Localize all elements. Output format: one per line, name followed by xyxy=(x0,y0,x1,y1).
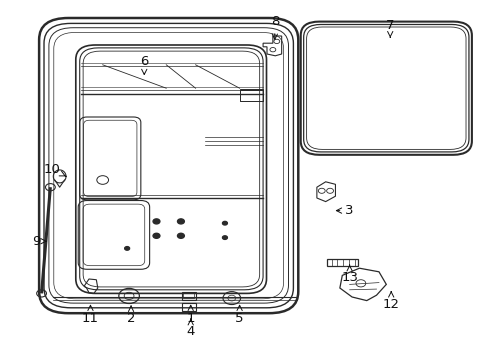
Bar xyxy=(182,292,195,300)
Text: 7: 7 xyxy=(385,19,394,37)
Circle shape xyxy=(177,219,184,224)
Bar xyxy=(239,89,263,101)
Text: 6: 6 xyxy=(140,55,148,75)
Text: 8: 8 xyxy=(270,15,279,39)
Circle shape xyxy=(222,221,227,225)
Text: 2: 2 xyxy=(126,306,135,325)
Bar xyxy=(182,303,195,311)
Text: 3: 3 xyxy=(336,204,353,217)
Text: 12: 12 xyxy=(382,292,399,311)
Text: 4: 4 xyxy=(186,319,195,338)
Text: 13: 13 xyxy=(341,265,357,284)
Text: 5: 5 xyxy=(235,305,244,325)
Text: 11: 11 xyxy=(82,305,99,325)
Circle shape xyxy=(177,233,184,238)
Text: 9: 9 xyxy=(32,235,46,248)
Circle shape xyxy=(222,236,227,239)
Text: 1: 1 xyxy=(186,305,195,325)
Text: 10: 10 xyxy=(43,163,65,176)
Circle shape xyxy=(153,219,160,224)
Bar xyxy=(183,293,194,298)
Circle shape xyxy=(124,247,129,250)
Circle shape xyxy=(153,233,160,238)
